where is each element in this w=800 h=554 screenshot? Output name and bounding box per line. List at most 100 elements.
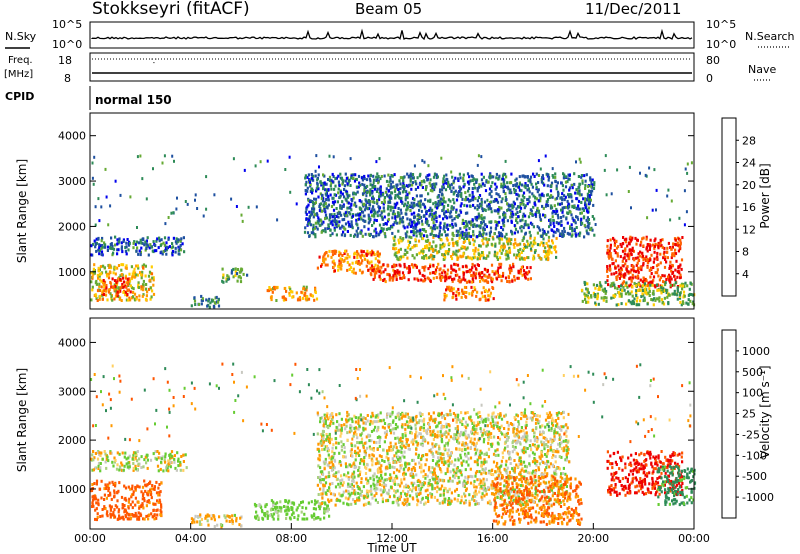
heatmap-cell (645, 237, 648, 241)
heatmap-cell (537, 159, 540, 163)
heatmap-cell (462, 254, 465, 258)
heatmap-cell (514, 227, 518, 231)
heatmap-cell (393, 221, 396, 225)
heatmap-cell (436, 195, 439, 199)
heatmap-cell (140, 241, 143, 245)
heatmap-cell (320, 219, 323, 223)
heatmap-cell (177, 457, 180, 461)
heatmap-cell (400, 196, 403, 200)
heatmap-cell (129, 503, 132, 507)
heatmap-cell (105, 496, 108, 500)
heatmap-cell (590, 295, 593, 299)
heatmap-cell (497, 209, 500, 213)
heatmap-cell (439, 246, 442, 250)
heatmap-cell (342, 455, 345, 459)
heatmap-cell (133, 297, 136, 301)
heatmap-cell (451, 268, 454, 272)
heatmap-cell (256, 514, 259, 518)
heatmap-cell (420, 278, 423, 282)
heatmap-cell (212, 304, 215, 308)
heatmap-cell (290, 513, 294, 517)
heatmap-cell (356, 253, 359, 257)
heatmap-cell (269, 508, 273, 512)
heatmap-cell (91, 285, 94, 289)
heatmap-cell (654, 237, 657, 241)
heatmap-cell (406, 250, 409, 254)
heatmap-cell (457, 293, 460, 297)
heatmap-cell (104, 243, 107, 247)
heatmap-cell (619, 288, 622, 292)
heatmap-cell (320, 209, 323, 213)
heatmap-cell (397, 238, 400, 242)
heatmap-cell (142, 279, 145, 283)
heatmap-cell (491, 277, 494, 281)
heatmap-cell (232, 267, 235, 271)
heatmap-cell (138, 298, 141, 302)
heatmap-cell (111, 513, 114, 517)
heatmap-cell (162, 241, 165, 245)
heatmap-cell (579, 207, 582, 211)
heatmap-cell (296, 298, 300, 302)
heatmap-cell (490, 175, 493, 179)
heatmap-cell (493, 209, 496, 213)
heatmap-cell (313, 213, 316, 217)
heatmap-cell (104, 167, 107, 171)
heatmap-cell (323, 206, 326, 210)
heatmap-cell (511, 212, 514, 216)
heatmap-cell (325, 507, 328, 511)
heatmap-cell (414, 433, 417, 437)
heatmap-cell (575, 226, 578, 229)
heatmap-cell (409, 179, 412, 183)
heatmap-cell (384, 483, 388, 487)
heatmap-cell (504, 215, 507, 219)
heatmap-cell (426, 174, 429, 178)
heatmap-cell (451, 287, 454, 291)
heatmap-cell (432, 257, 435, 261)
heatmap-cell (148, 287, 151, 291)
heatmap-cell (513, 231, 516, 235)
heatmap-cell (437, 262, 440, 266)
heatmap-cell (110, 236, 113, 240)
heatmap-cell (266, 514, 270, 518)
heatmap-cell (453, 268, 456, 272)
heatmap-cell (207, 299, 210, 303)
heatmap-cell (334, 193, 338, 197)
heatmap-cell (596, 292, 599, 296)
heatmap-cell (429, 263, 432, 267)
heatmap-cell (405, 212, 408, 216)
heatmap-cell (471, 293, 474, 297)
heatmap-cell (393, 212, 396, 216)
heatmap-cell (546, 244, 550, 248)
heatmap-cell (217, 304, 221, 308)
heatmap-cell (225, 277, 228, 281)
heatmap-cell (531, 244, 534, 248)
heatmap-cell (359, 183, 362, 187)
heatmap-cell (438, 268, 441, 272)
heatmap-cell (485, 237, 488, 241)
heatmap-cell (143, 479, 146, 483)
heatmap-cell (585, 229, 588, 233)
heatmap-cell (542, 194, 545, 198)
heatmap-cell (575, 160, 577, 164)
heatmap-cell (307, 501, 310, 505)
heatmap-cell (344, 256, 347, 260)
heatmap-cell (421, 228, 424, 231)
heatmap-cell (536, 231, 539, 235)
heatmap-cell (490, 263, 494, 267)
heatmap-cell (674, 268, 677, 272)
heatmap-cell (132, 287, 135, 291)
heatmap-cell (304, 183, 307, 187)
heatmap-cell (498, 174, 501, 178)
heatmap-cell (408, 270, 411, 274)
heatmap-cell (540, 193, 543, 197)
heatmap-cell (395, 263, 398, 267)
heatmap-cell (593, 233, 596, 237)
heatmap-cell (653, 284, 656, 288)
heatmap-cell (399, 176, 402, 180)
heatmap-cell (442, 242, 445, 246)
heatmap-cell (328, 154, 331, 158)
heatmap-cell (629, 248, 632, 252)
heatmap-cell (98, 487, 102, 491)
heatmap-cell (149, 278, 152, 282)
heatmap-cell (438, 232, 441, 236)
